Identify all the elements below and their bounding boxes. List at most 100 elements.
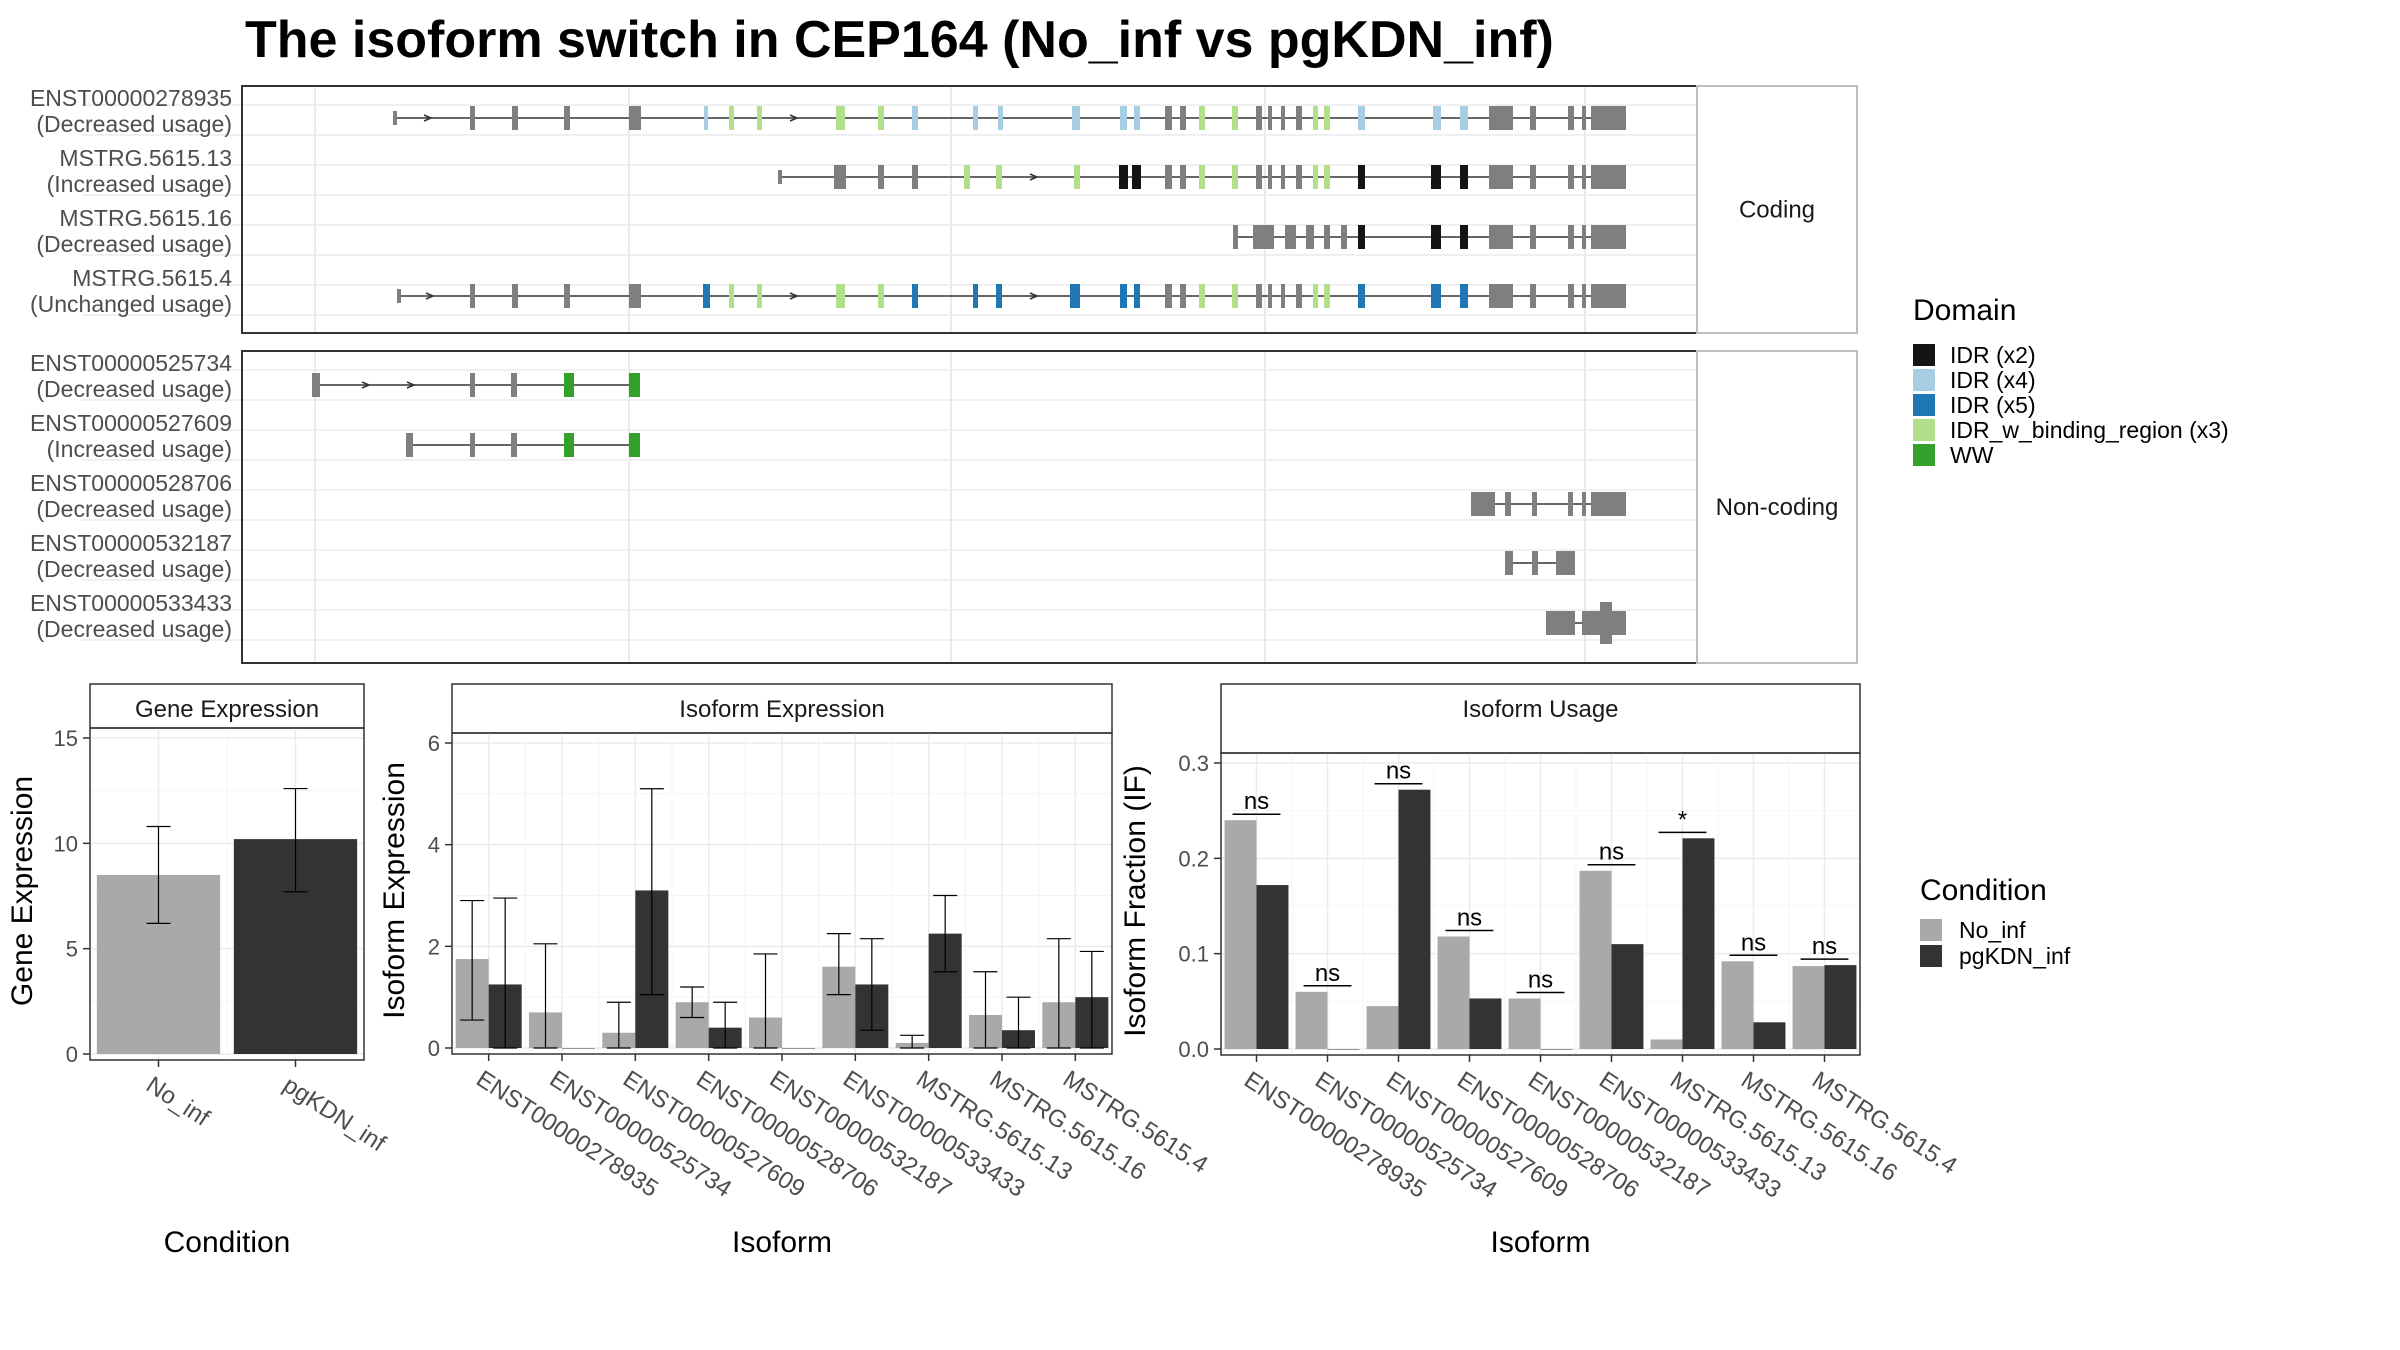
domain-segment (878, 106, 884, 130)
strand-arrow (1029, 173, 1039, 181)
domain-segment (757, 284, 762, 308)
transcript-structure-panel: ENST00000278935(Decreased usage)MSTRG.56… (30, 85, 1858, 664)
transcript-usage-label: (Decreased usage) (36, 111, 232, 137)
exon (1256, 284, 1262, 308)
domain-segment (629, 373, 640, 397)
transcript-id-label: MSTRG.5615.13 (59, 145, 232, 171)
y-tick-label: 15 (54, 726, 78, 751)
isoform-usage-panel: Isoform Usage ns ns ns ns ns ns * ns ns 0.0 0.1 0.2 0… (1119, 683, 1962, 1259)
exon (1489, 165, 1513, 189)
exon (1568, 225, 1574, 249)
domain-segment (1132, 165, 1141, 189)
exon (1600, 602, 1612, 644)
exon (1489, 284, 1513, 308)
exon (470, 284, 475, 308)
exon (1471, 492, 1495, 516)
significance-label: ns (1528, 966, 1553, 993)
legend-label: IDR (x2) (1950, 342, 2036, 368)
x-tick-label: pgKDN_inf (278, 1071, 390, 1157)
exon (1268, 165, 1272, 189)
significance-label: * (1678, 806, 1687, 833)
domain-segment (1324, 284, 1330, 308)
domain-segment (1431, 165, 1441, 189)
exon (1591, 106, 1626, 130)
domain-segment (1070, 284, 1080, 308)
isoform-expression-panel: Isoform Expression0246ENST00000278935ENS… (378, 683, 1213, 1259)
transcript-id-label: ENST00000533433 (30, 590, 232, 616)
domain-segment (1199, 106, 1205, 130)
significance-label: ns (1244, 788, 1269, 815)
bar (1753, 1022, 1786, 1049)
facet-strip (1696, 85, 1858, 334)
exon (1296, 284, 1302, 308)
exon (1165, 165, 1172, 189)
legend-label: No_inf (1959, 917, 2026, 943)
exon (1546, 611, 1575, 635)
facet-strip-label: Non-coding (1716, 494, 1839, 521)
exon (1165, 284, 1172, 308)
domain-segment (878, 284, 884, 308)
transcript-usage-label: (Decreased usage) (36, 376, 232, 402)
exon (834, 165, 846, 189)
exon (312, 373, 320, 397)
domain-segment (1074, 165, 1080, 189)
gene-expression-panel: Gene Expression 0 5 10 15 No_inf pgKDN_inf Cond… (6, 683, 391, 1259)
transcript-id-label: ENST00000532187 (30, 530, 232, 556)
domain-segment (1324, 106, 1330, 130)
exon (1591, 225, 1626, 249)
domain-segment (1134, 284, 1140, 308)
domain-segment (1460, 106, 1468, 130)
domain-segment (1120, 106, 1127, 130)
domain-segment (1358, 165, 1365, 189)
panel-title: Isoform Usage (1462, 696, 1618, 723)
figure-title: The isoform switch in CEP164 (No_inf vs … (245, 11, 1554, 69)
exon (1530, 106, 1536, 130)
x-axis-title: Isoform (732, 1226, 832, 1259)
transcript-usage-label: (Decreased usage) (36, 616, 232, 642)
exon (1180, 106, 1186, 130)
strand-arrow (425, 292, 435, 300)
bar (1579, 870, 1612, 1049)
exon (1556, 551, 1575, 575)
domain-segment (703, 284, 710, 308)
panel-strip (451, 683, 1113, 734)
bar (1650, 1039, 1683, 1049)
exon (1568, 106, 1574, 130)
legend-label: IDR (x4) (1950, 367, 2036, 393)
strand-arrow (423, 114, 433, 122)
domain-segment (912, 106, 918, 130)
domain-segment (996, 165, 1002, 189)
transcript-usage-label: (Decreased usage) (36, 231, 232, 257)
domain-segment (704, 106, 708, 130)
domain-segment (1460, 225, 1468, 249)
domain-segment (1072, 106, 1080, 130)
exon (1582, 225, 1586, 249)
y-tick-label: 0.2 (1178, 846, 1209, 871)
domain-segment (1313, 165, 1318, 189)
bar (1437, 936, 1470, 1049)
significance-label: ns (1457, 905, 1482, 932)
exon (1296, 165, 1302, 189)
panel-strip (1220, 683, 1861, 754)
exon (1568, 284, 1574, 308)
bar (1540, 1049, 1573, 1050)
panel-title: Gene Expression (135, 696, 319, 723)
domain-segment (1431, 284, 1441, 308)
domain-segment (973, 284, 978, 308)
exon (564, 106, 570, 130)
domain-legend-title: Domain (1913, 294, 2016, 327)
transcript-usage-label: (Decreased usage) (36, 496, 232, 522)
domain-segment (998, 106, 1003, 130)
y-tick-label: 2 (428, 934, 440, 959)
y-tick-label: 0.3 (1178, 751, 1209, 776)
exon (1489, 225, 1513, 249)
bar (1508, 998, 1541, 1049)
transcript-id-label: ENST00000527609 (30, 410, 232, 436)
exon (564, 284, 570, 308)
exon (1324, 225, 1330, 249)
exon (1233, 225, 1238, 249)
transcript-usage-label: (Decreased usage) (36, 556, 232, 582)
bar (1792, 966, 1825, 1049)
y-tick-label: 5 (66, 937, 78, 962)
